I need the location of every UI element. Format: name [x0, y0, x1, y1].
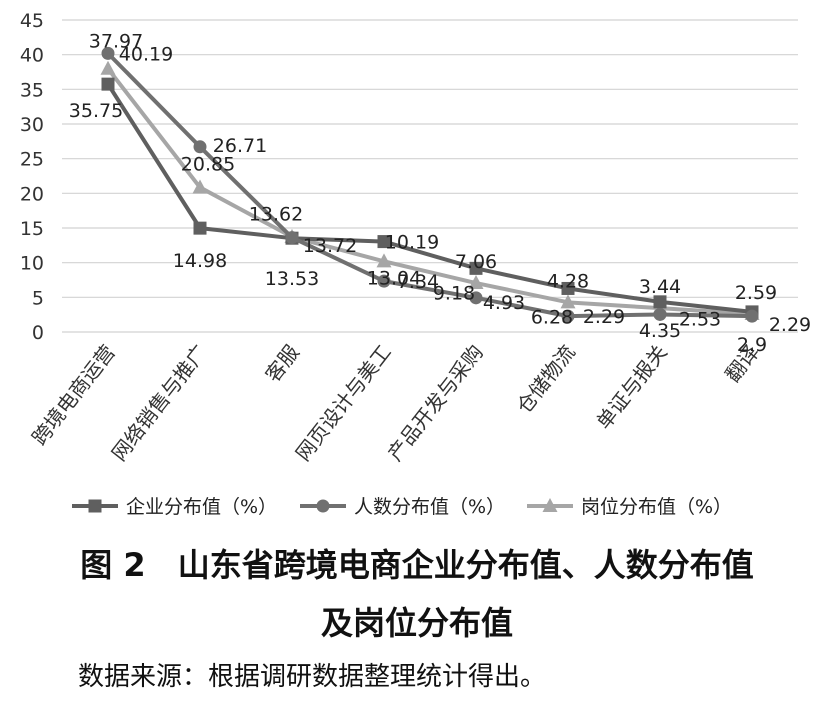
legend-marker [316, 499, 330, 513]
data-point [101, 46, 115, 60]
x-tick-label: 单证与报关 [591, 340, 671, 434]
data-point [376, 253, 392, 268]
x-tick-label: 产品开发与采购 [383, 340, 488, 465]
y-axis-ticks: 0 5 10 15 20 25 30 35 40 45 [20, 10, 44, 344]
data-label: 2.29 [769, 314, 811, 336]
data-point [561, 309, 575, 323]
legend-label: 人数分布值（%） [354, 496, 505, 518]
data-point [100, 60, 116, 75]
data-label: 13.53 [265, 268, 319, 290]
y-tick-label: 30 [20, 114, 44, 136]
data-point [285, 231, 299, 245]
data-point [101, 77, 115, 91]
x-tick-label: 仓储物流 [512, 340, 580, 418]
data-point [653, 295, 667, 309]
data-point [745, 309, 759, 323]
legend-label: 企业分布值（%） [126, 496, 277, 518]
y-tick-label: 20 [20, 183, 44, 205]
x-tick-label: 客服 [260, 340, 304, 386]
data-label: 14.98 [173, 250, 227, 272]
data-label: 7.06 [455, 251, 497, 273]
data-point [469, 261, 483, 275]
data-label: 2.53 [679, 308, 721, 330]
data-source-note: 数据来源：根据调研数据整理统计得出。 [78, 662, 547, 692]
data-label: 10.19 [385, 231, 439, 253]
y-tick-label: 25 [20, 149, 44, 171]
data-label: 13.62 [249, 204, 303, 226]
data-label: 4.28 [547, 270, 589, 292]
data-label: 3.44 [639, 276, 681, 298]
data-label: 2.59 [735, 282, 777, 304]
series-lines [100, 46, 760, 323]
data-label: 2.9 [737, 334, 767, 356]
data-point [469, 291, 483, 305]
data-label: 4.93 [483, 292, 525, 314]
x-tick-label: 跨境电商运营 [27, 340, 120, 449]
data-label: 13.72 [303, 235, 357, 257]
series-line [106, 67, 753, 317]
data-point [193, 221, 207, 235]
data-label: 9.18 [433, 282, 475, 304]
data-label: 2.29 [583, 306, 625, 328]
data-label: 37.97 [89, 31, 143, 53]
data-point [377, 274, 391, 288]
data-label: 4.35 [639, 320, 681, 342]
y-tick-label: 40 [20, 45, 44, 67]
legend: 企业分布值（%） 人数分布值（%） 岗位分布值（%） [72, 496, 732, 518]
data-label: 20.85 [181, 153, 235, 175]
data-label: 13.04 [367, 268, 421, 290]
data-label: 35.75 [69, 100, 123, 122]
y-tick-label: 35 [20, 79, 44, 101]
gridlines [62, 19, 798, 333]
data-label: 6.28 [531, 306, 573, 328]
figure-caption-line-2: 及岗位分布值 [320, 604, 513, 642]
figure-caption-line-1: 图 2 山东省跨境电商企业分布值、人数分布值 [80, 546, 754, 584]
data-point [653, 307, 667, 321]
legend-marker [542, 498, 558, 512]
data-label: 26.71 [213, 135, 267, 157]
data-point [192, 179, 208, 194]
series-line [106, 51, 753, 319]
series-line [106, 83, 753, 314]
y-tick-label: 0 [32, 322, 44, 344]
data-label: 40.19 [119, 43, 173, 65]
legend-marker [88, 499, 102, 513]
data-labels: 35.75 14.98 13.53 13.04 9.18 6.28 4.35 2.9 40.19… [69, 31, 811, 356]
legend-label: 岗位分布值（%） [581, 496, 732, 518]
data-point [377, 235, 391, 249]
data-label: 7.34 [397, 271, 439, 293]
data-point [193, 140, 207, 154]
x-tick-label: 网络销售与推广 [107, 340, 212, 465]
x-tick-label: 网页设计与美工 [291, 340, 396, 465]
data-point [468, 275, 484, 290]
y-tick-label: 15 [20, 218, 44, 240]
y-tick-label: 10 [20, 253, 44, 275]
y-tick-label: 5 [32, 287, 44, 309]
data-point [560, 294, 576, 309]
y-tick-label: 45 [20, 10, 44, 32]
data-point [561, 281, 575, 295]
